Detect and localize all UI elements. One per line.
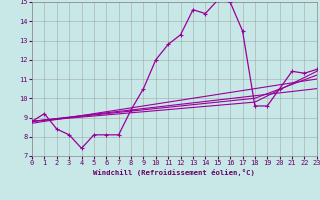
- X-axis label: Windchill (Refroidissement éolien,°C): Windchill (Refroidissement éolien,°C): [93, 169, 255, 176]
